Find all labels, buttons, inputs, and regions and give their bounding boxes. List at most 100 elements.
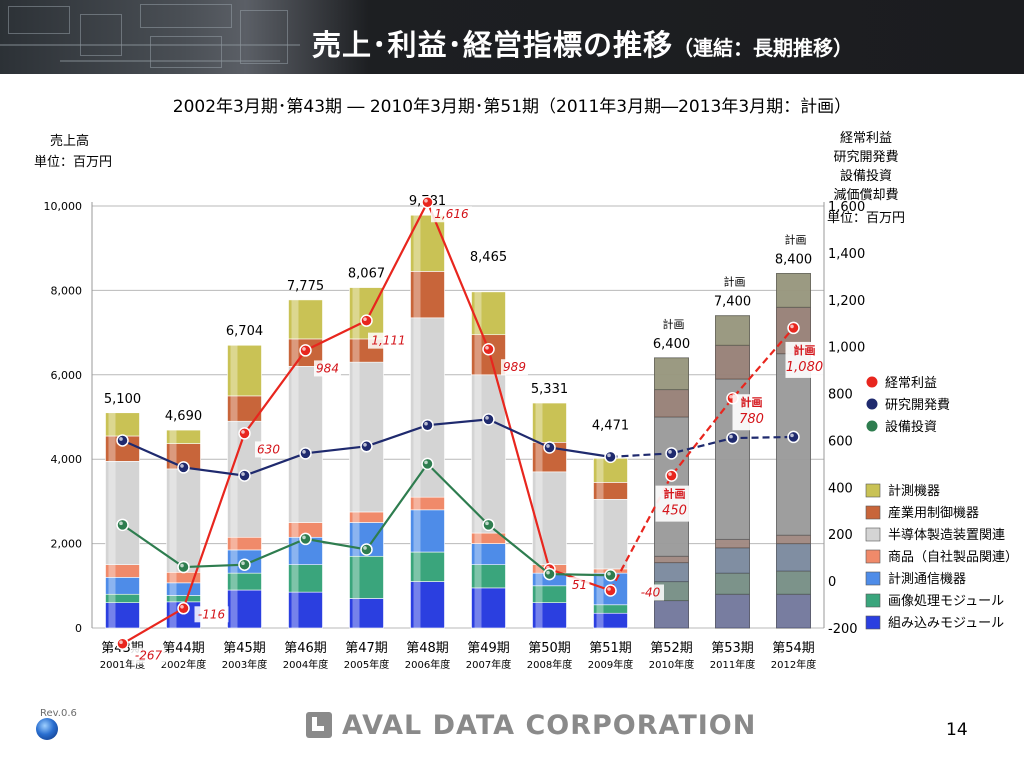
category-label: 第44期: [162, 641, 205, 656]
plan-label: 計画: [724, 275, 746, 289]
line-point-gloss: [424, 460, 428, 465]
bar-segment: [105, 461, 140, 565]
bar-segment-gloss: [352, 556, 360, 599]
bar-segment: [288, 366, 323, 523]
circuit-trace-decoration: [0, 44, 300, 46]
line-point-gloss: [729, 434, 733, 439]
bar-segment-gloss: [413, 497, 421, 510]
bar-segment-gloss: [535, 585, 543, 603]
right-axis-tick-label: 1,000: [828, 341, 865, 356]
legend-bar-swatch: [865, 483, 881, 498]
keijo-value-label: 450: [662, 504, 687, 519]
line-point-gloss: [302, 535, 306, 540]
bar-segment-gloss: [596, 568, 604, 574]
bar-segment-gloss: [108, 594, 116, 603]
line-point: [238, 469, 251, 482]
bar-segment-tint: [776, 535, 811, 544]
right-axis-title-line: 経常利益: [840, 131, 892, 146]
bar-segment: [288, 299, 323, 340]
bar-segment: [471, 291, 506, 336]
line-point-gloss: [363, 317, 367, 321]
bar-segment-gloss: [352, 362, 360, 512]
bar-segment: [715, 315, 750, 346]
bar-segment: [654, 357, 689, 391]
circuit-chip-decoration: [8, 6, 70, 34]
keijo-value-label: 1,080: [786, 360, 823, 375]
bar-segment-gloss: [596, 604, 604, 614]
bar-segment-gloss: [230, 549, 238, 574]
line-point-gloss: [241, 561, 245, 565]
line-point: [787, 321, 800, 335]
bar-segment-gloss: [230, 590, 238, 628]
bar-segment-tint: [654, 600, 689, 628]
line-point-gloss: [180, 563, 184, 568]
line-point-gloss: [119, 437, 123, 441]
bar-segment-gloss: [474, 533, 482, 544]
bar-segment-tint: [654, 357, 689, 390]
category-label: 第50期: [528, 641, 571, 656]
legend-bar-label: 計測機器: [888, 483, 940, 499]
bar-segment-gloss: [535, 471, 543, 565]
bar-segment-gloss: [535, 403, 543, 443]
right-axis-unit: 単位：百万円: [827, 210, 905, 226]
bar-segment: [532, 402, 567, 443]
left-axis-tick-label: 2,000: [51, 538, 83, 551]
bar-segment-gloss: [108, 412, 116, 436]
legend-bar-label: 組み込みモジュール: [888, 616, 1004, 631]
bar-segment-gloss: [352, 522, 360, 557]
bar-segment: [166, 429, 201, 444]
right-axis-tick-label: 200: [828, 528, 853, 543]
keijo-value-label: -40: [641, 585, 661, 599]
value-label-bg: [431, 206, 472, 223]
bar-segment-gloss: [352, 338, 360, 363]
bar-segment-gloss: [474, 334, 482, 375]
bar-segment-gloss: [108, 564, 116, 578]
line-point: [116, 637, 129, 650]
bar-segment-gloss: [230, 573, 238, 591]
left-axis-tick-label: 10,000: [44, 200, 83, 213]
bar-segment-gloss: [535, 602, 543, 628]
line-point-gloss: [729, 394, 733, 399]
line-point: [177, 602, 190, 615]
sales-total-label: 5,100: [104, 392, 141, 407]
value-label-bg: [569, 577, 590, 594]
line-point-gloss: [607, 587, 611, 591]
bar-segment-gloss: [596, 458, 604, 483]
line-point: [238, 427, 251, 440]
bar-segment-gloss: [535, 564, 543, 574]
category-sublabel: 2011年度: [710, 658, 755, 671]
bar-segment: [410, 551, 445, 582]
bar-segment: [471, 374, 506, 534]
circuit-chip-decoration: [140, 4, 232, 28]
bar-segment-tint: [715, 315, 750, 346]
right-axis-tick-label: 400: [828, 481, 853, 496]
right-axis-tick-label: 0: [828, 575, 836, 590]
sales-total-label: 8,400: [775, 253, 812, 268]
legend-line-label: 設備投資: [885, 419, 937, 435]
bar-segment-gloss: [474, 587, 482, 628]
line-point: [482, 518, 495, 532]
plan-value-box: [655, 485, 694, 522]
bar-segment-gloss: [291, 338, 299, 367]
line-point-gloss: [546, 570, 550, 575]
category-sublabel: 2008年度: [527, 658, 572, 671]
category-sublabel: 2010年度: [649, 658, 694, 671]
line-point: [604, 584, 617, 597]
line-point: [543, 567, 556, 581]
bar-segment: [776, 593, 811, 629]
plan-value-tag: 計画: [664, 487, 686, 501]
legend-bar-swatch: [865, 549, 881, 564]
line-point: [299, 532, 312, 546]
bar-segment-gloss: [291, 592, 299, 628]
line-point: [116, 518, 129, 532]
line-point-gloss: [668, 450, 672, 454]
bar-segment-gloss: [230, 345, 238, 396]
keijo-value-label: 780: [739, 412, 764, 427]
bar-segment-gloss: [474, 543, 482, 565]
bar-segment: [410, 509, 445, 553]
legend-line-marker: [865, 397, 879, 411]
plan-value-tag: 計画: [794, 343, 816, 357]
bar-segment-tint: [776, 273, 811, 308]
category-sublabel: 2005年度: [344, 658, 389, 671]
category-sublabel: 2012年度: [771, 658, 816, 671]
